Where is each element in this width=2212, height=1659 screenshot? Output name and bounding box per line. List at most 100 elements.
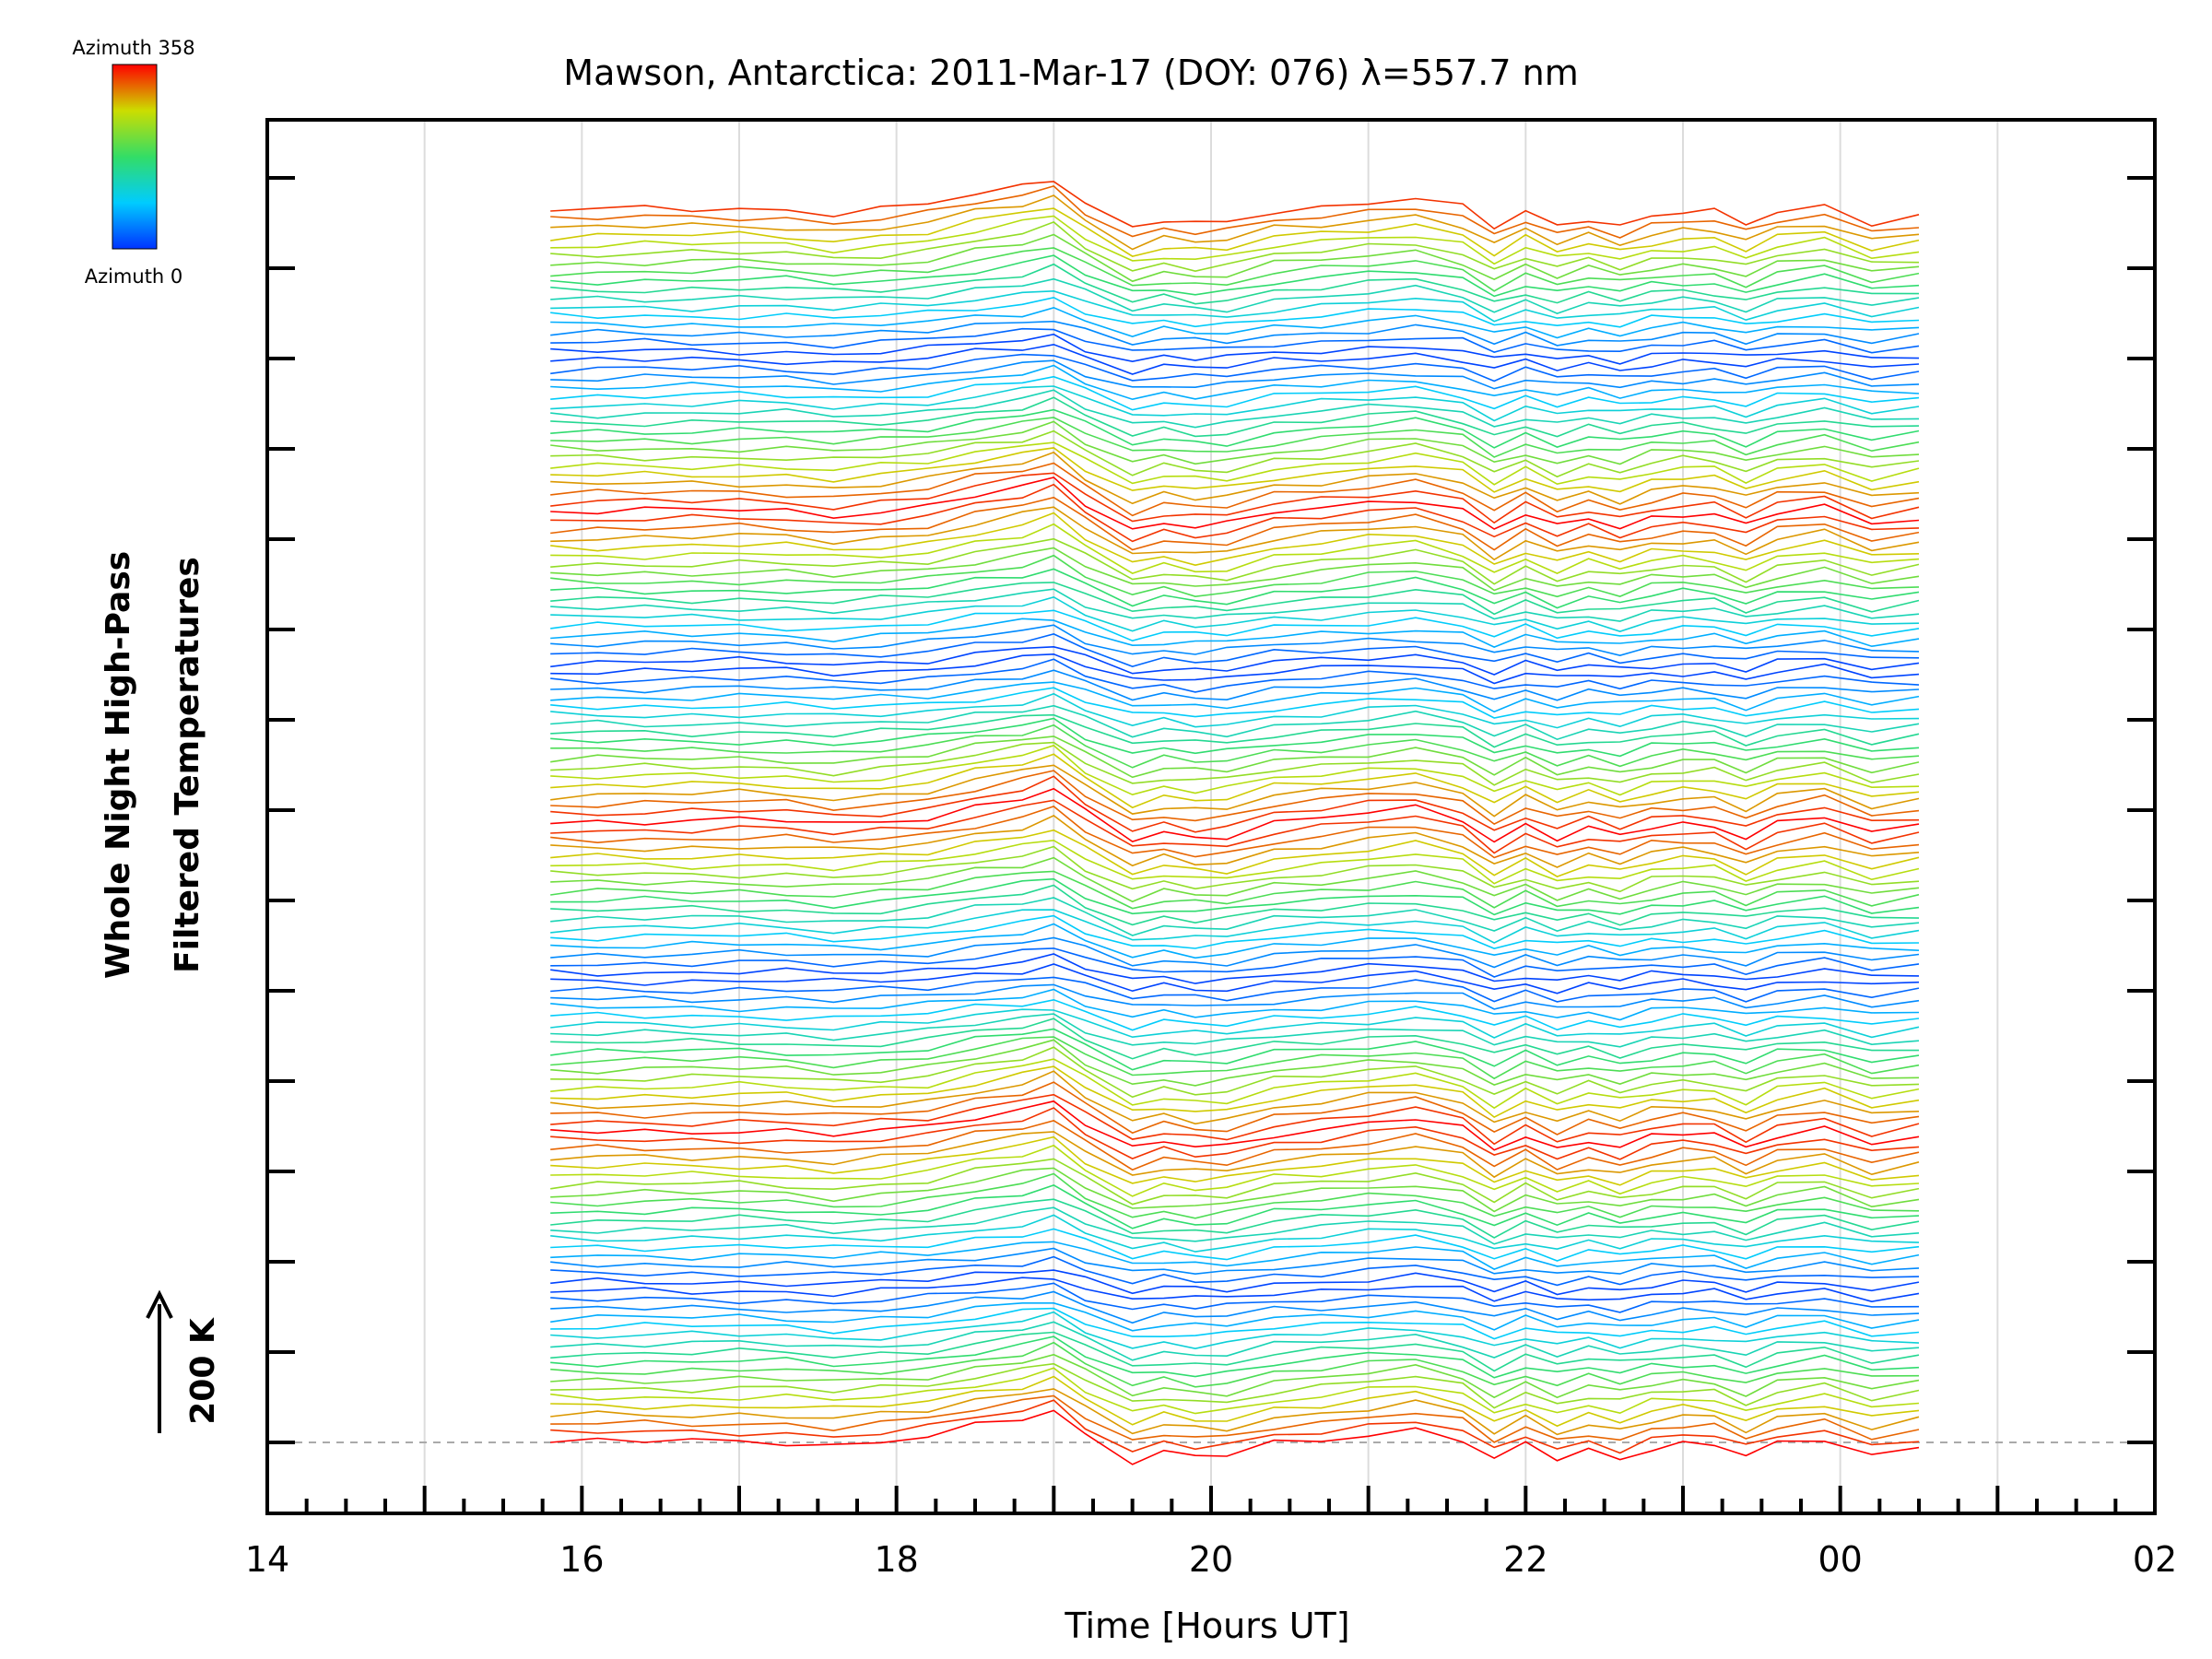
series-line	[550, 775, 1920, 833]
series-line	[550, 658, 1920, 693]
x-tick-label: 14	[245, 1539, 289, 1580]
series-line	[550, 447, 1920, 493]
series-line	[550, 1172, 1920, 1219]
series-line	[550, 1282, 1920, 1313]
series-line	[550, 1039, 1920, 1087]
series-line	[550, 1409, 1920, 1465]
series-line	[550, 207, 1920, 257]
series-line	[550, 512, 1920, 567]
series-line	[550, 877, 1920, 916]
series-line	[550, 1335, 1920, 1379]
series-line	[550, 1158, 1920, 1206]
series-line	[550, 1013, 1920, 1048]
series-line	[550, 1100, 1920, 1151]
series-line	[550, 1311, 1920, 1350]
scale-arrow-head-icon	[146, 1289, 173, 1319]
series-line	[550, 897, 1920, 936]
series-line	[550, 1214, 1920, 1253]
series-line	[550, 744, 1920, 796]
series-line	[550, 1198, 1920, 1239]
series-line	[550, 1107, 1920, 1160]
series-line	[550, 839, 1920, 885]
series-line	[550, 441, 1920, 486]
series-line	[550, 472, 1920, 524]
series-line	[550, 1247, 1920, 1276]
series-line	[550, 909, 1920, 944]
series-line	[550, 1375, 1920, 1428]
series-line	[550, 1321, 1920, 1361]
y-axis-ticks	[267, 176, 2155, 1444]
series-line	[550, 353, 1920, 382]
series-line	[550, 247, 1920, 292]
series-line	[550, 1036, 1920, 1080]
series-line	[550, 976, 1920, 1003]
series-line	[550, 417, 1920, 458]
series-line	[550, 645, 1920, 676]
series-line	[550, 1331, 1920, 1372]
series-line	[550, 618, 1920, 648]
series-line	[550, 1070, 1920, 1125]
series-line	[550, 233, 1920, 283]
series-line	[550, 829, 1920, 877]
series-line	[550, 787, 1920, 843]
series-line	[550, 181, 1920, 230]
series-line	[550, 429, 1920, 478]
series-line	[550, 320, 1920, 347]
series-line	[550, 947, 1920, 978]
series-line	[550, 741, 1920, 786]
series-line	[550, 1307, 1920, 1340]
series-line	[550, 1277, 1920, 1303]
series-line	[550, 1058, 1920, 1110]
series-line	[550, 653, 1920, 685]
series-line	[550, 420, 1920, 465]
series-line	[550, 254, 1920, 298]
series-line	[550, 1065, 1920, 1119]
colorbar-bottom-label: Azimuth 0	[85, 265, 183, 288]
series-line	[550, 1093, 1920, 1146]
series-line	[550, 389, 1920, 429]
series-line	[550, 845, 1920, 893]
series-line	[550, 1255, 1920, 1287]
x-tick-label: 20	[1189, 1539, 1233, 1580]
series-line	[550, 1394, 1920, 1443]
series-line	[550, 408, 1920, 449]
series-line	[550, 717, 1920, 758]
series-line	[550, 753, 1920, 809]
series-line	[550, 633, 1920, 667]
series-line	[550, 451, 1920, 505]
series-line	[550, 506, 1920, 561]
series-line	[550, 595, 1920, 632]
x-axis: 14 16 18 20 22 00 02	[245, 1486, 2177, 1580]
series-line	[550, 669, 1920, 701]
series-line	[550, 856, 1920, 903]
series-line	[550, 1367, 1920, 1415]
series-line	[550, 764, 1920, 818]
x-tick-label: 16	[559, 1539, 604, 1580]
series-line	[550, 483, 1920, 543]
series-line	[550, 1184, 1920, 1230]
series-line	[550, 523, 1920, 574]
series-line	[550, 385, 1920, 422]
series-line	[550, 799, 1920, 854]
x-tick-label: 00	[1818, 1539, 1862, 1580]
series-line	[550, 277, 1920, 314]
series-line	[550, 554, 1920, 598]
series-line	[550, 333, 1920, 365]
series-line	[550, 462, 1920, 517]
series-line	[550, 1131, 1920, 1179]
series-line	[550, 477, 1920, 530]
x-axis-label: Time [Hours UT]	[1064, 1606, 1349, 1646]
series-line	[550, 1353, 1920, 1399]
series-line	[550, 1028, 1920, 1071]
series-line	[550, 220, 1920, 273]
series-line	[550, 1144, 1920, 1197]
colorbar-gradient	[112, 64, 158, 250]
series-line	[550, 1018, 1919, 1060]
series-line	[550, 359, 1920, 390]
series-line	[550, 814, 1920, 868]
series-line	[550, 306, 1920, 339]
colorbar-top-label: Azimuth 358	[72, 37, 194, 59]
series-line	[550, 396, 1920, 438]
series-line	[550, 1362, 1920, 1409]
